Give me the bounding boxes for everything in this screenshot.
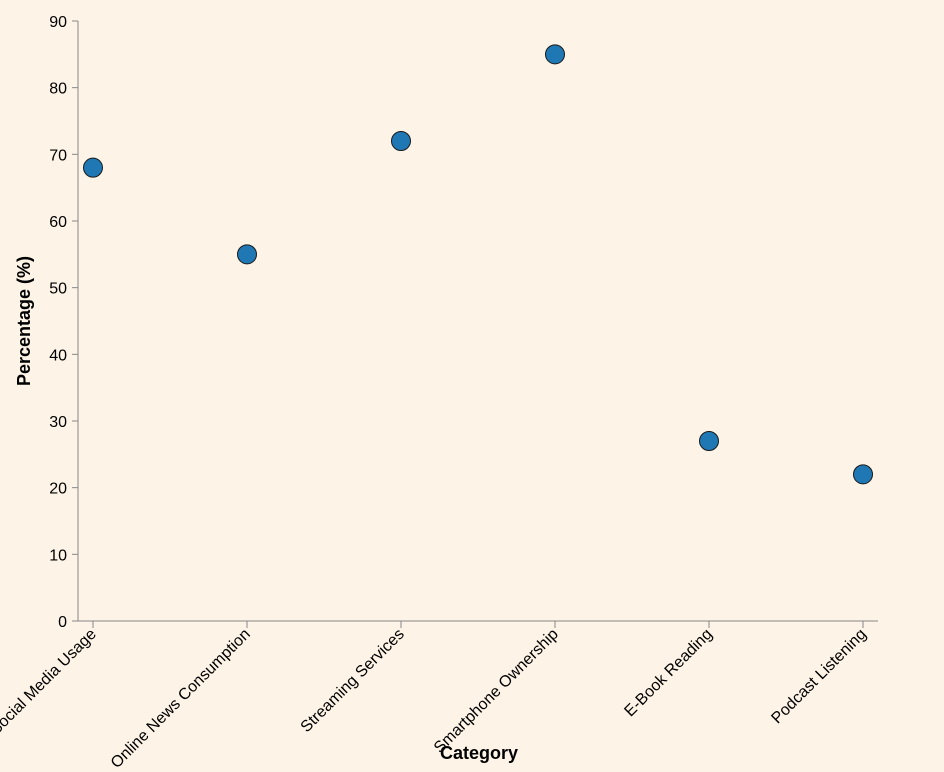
y-tick-label: 30 [49,414,67,431]
y-tick-label: 0 [58,614,67,631]
y-tick-label: 10 [49,547,67,564]
x-tick-label: Online News Consumption [108,626,254,772]
y-tick-label: 40 [49,347,67,364]
x-axis-title: Category [440,743,518,763]
y-tick-label: 50 [49,281,67,298]
x-tick-label: Smartphone Ownership [431,626,562,757]
y-tick-label: 20 [49,481,67,498]
x-tick-label: Streaming Services [298,626,408,736]
x-tick-label: Social Media Usage [0,626,100,739]
y-tick-label: 80 [49,81,67,98]
data-point[interactable] [545,44,565,65]
data-point[interactable] [83,157,103,178]
y-axis-title: Percentage (%) [14,256,34,386]
x-tick-label: Podcast Listening [768,626,869,727]
data-point[interactable] [853,464,873,485]
data-point[interactable] [699,431,719,451]
y-tick-label: 90 [49,14,67,31]
x-tick-label: E-Book Reading [621,626,715,720]
data-points [83,44,873,485]
y-tick-label: 70 [49,147,67,164]
y-tick-label: 60 [49,214,67,231]
data-point[interactable] [237,244,257,265]
y-axis: 0 10 20 30 40 50 60 70 80 90 [49,14,79,631]
data-point[interactable] [391,131,411,151]
